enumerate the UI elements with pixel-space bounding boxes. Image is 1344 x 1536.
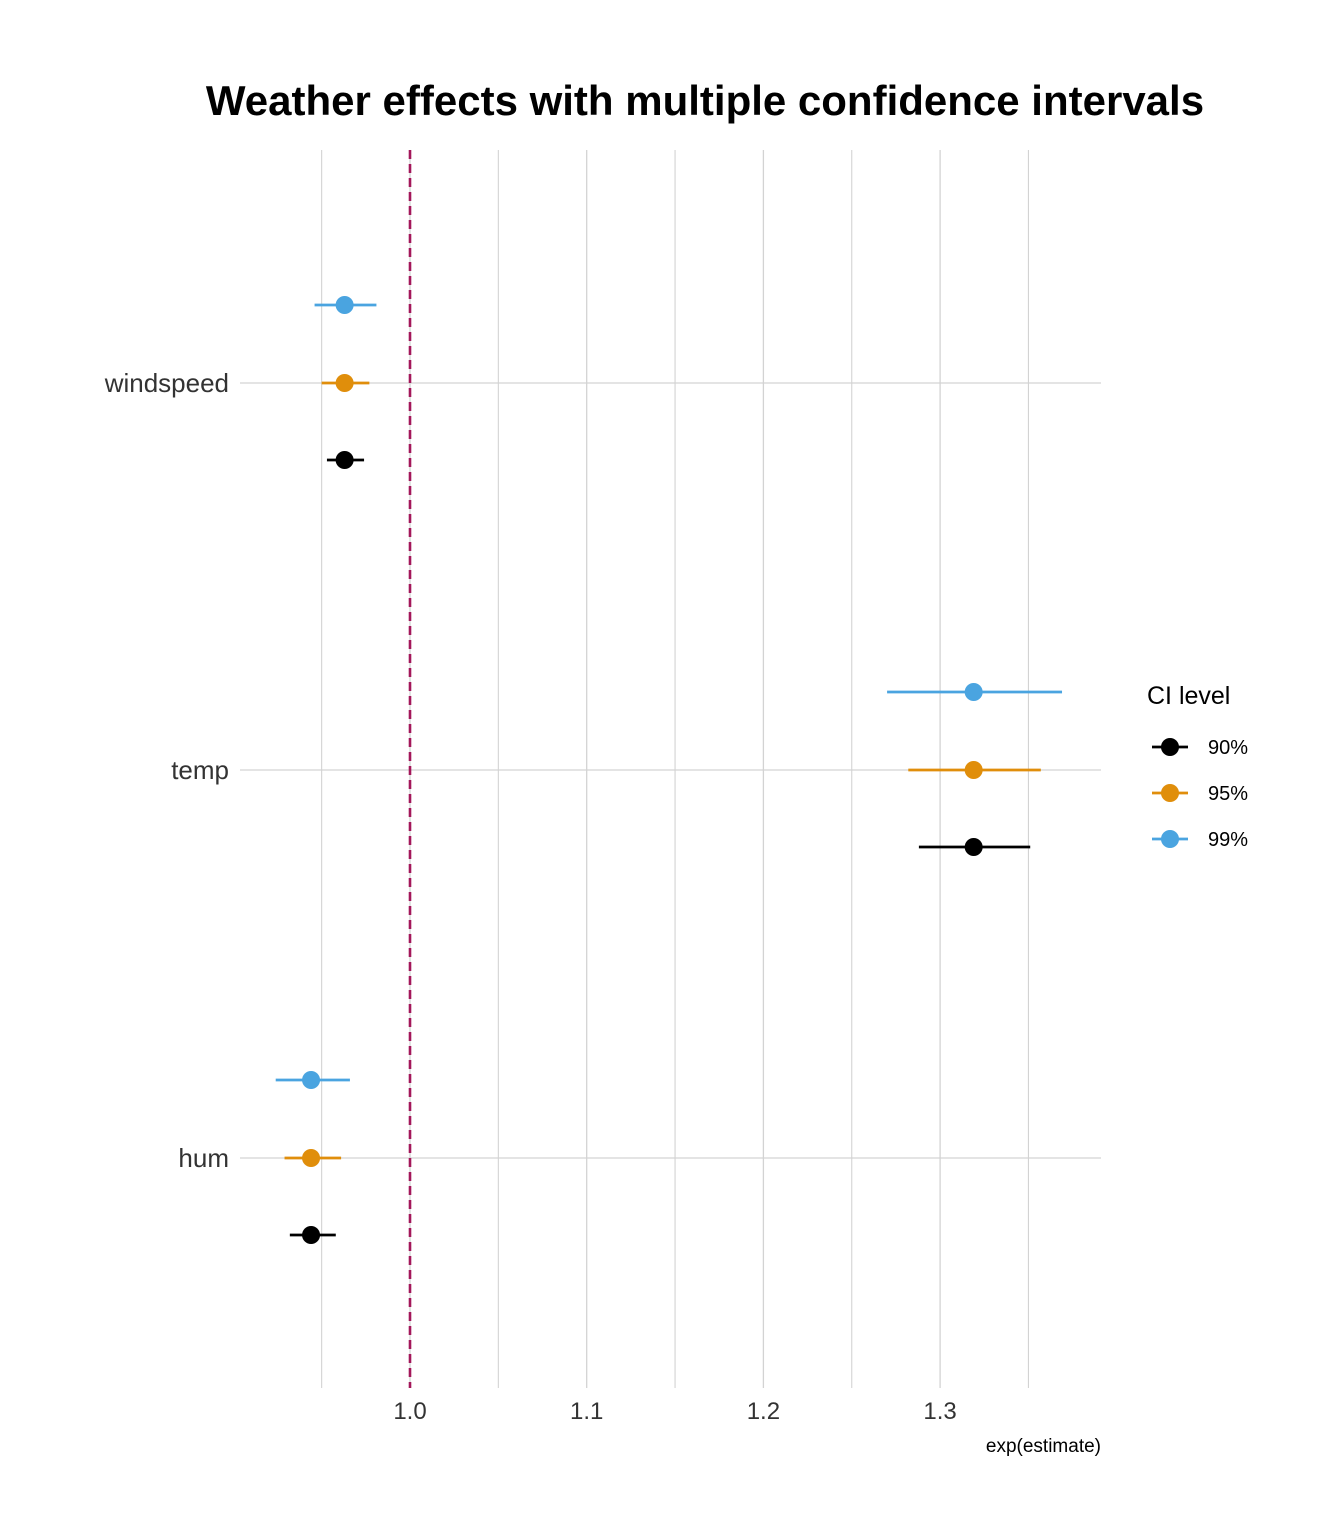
x-tick-label: 1.0	[393, 1398, 426, 1425]
legend-label-0: 90%	[1208, 737, 1248, 759]
legend-key-point-0	[1161, 738, 1179, 756]
point-temp-90pct	[964, 838, 983, 856]
chart-title: Weather effects with multiple confidence…	[206, 77, 1204, 124]
data-marks	[275, 296, 1063, 1244]
y-axis-labels: windspeed temp hum	[104, 368, 229, 1173]
x-tick-label: 1.1	[570, 1398, 603, 1425]
point-hum-95pct	[302, 1149, 321, 1167]
point-windspeed-99pct	[335, 296, 354, 314]
point-hum-99pct	[302, 1071, 321, 1089]
point-temp-95pct	[964, 761, 983, 779]
legend-label-2: 99%	[1208, 829, 1248, 851]
point-windspeed-95pct	[335, 374, 354, 392]
legend: CI level 90% 95% 99%	[1147, 682, 1248, 851]
x-tick-label: 1.3	[923, 1398, 956, 1425]
point-windspeed-90pct	[335, 451, 354, 469]
x-tick-label: 1.2	[747, 1398, 780, 1425]
legend-title: CI level	[1147, 682, 1230, 710]
x-axis-tick-labels: 1.0 1.1 1.2 1.3	[393, 1398, 956, 1425]
legend-key-point-1	[1161, 784, 1179, 802]
y-tick-label-windspeed: windspeed	[104, 368, 229, 398]
legend-key-point-2	[1161, 830, 1179, 848]
x-axis-title: exp(estimate)	[986, 1436, 1101, 1457]
y-tick-label-hum: hum	[178, 1143, 229, 1173]
y-tick-label-temp: temp	[171, 755, 229, 785]
point-temp-99pct	[964, 683, 983, 701]
legend-label-1: 95%	[1208, 783, 1248, 805]
point-hum-90pct	[302, 1226, 321, 1244]
